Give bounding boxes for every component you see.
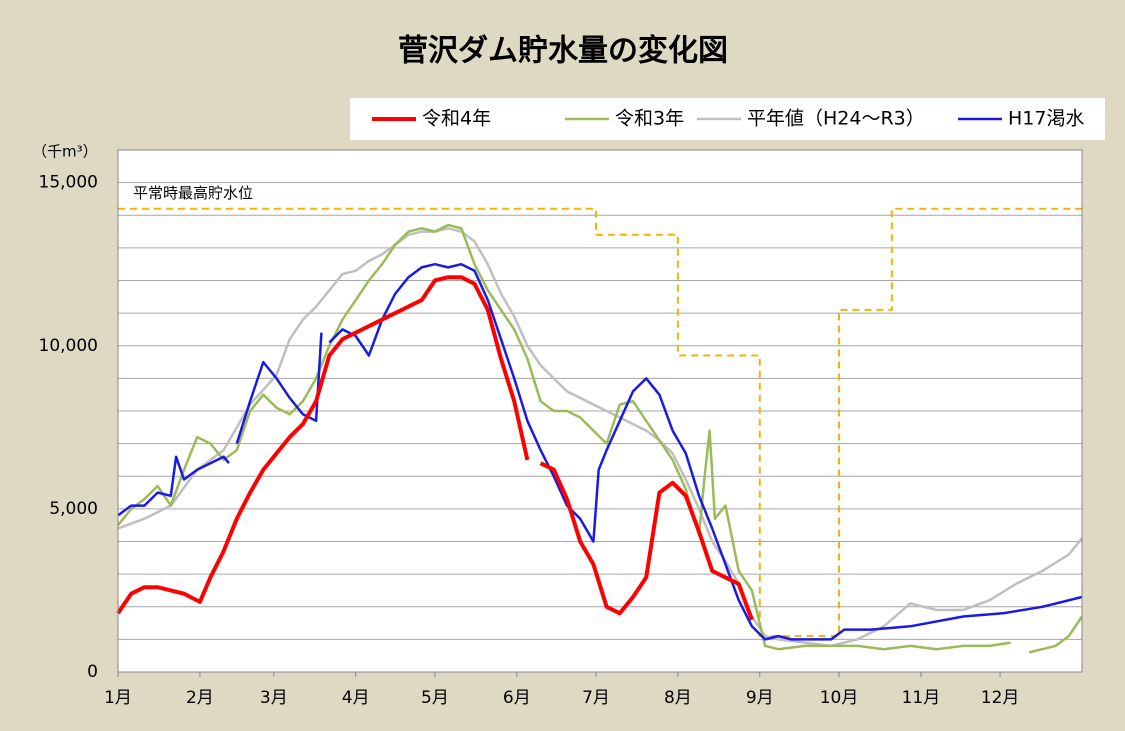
x-tick-label: 1月: [104, 688, 132, 708]
y-tick-label: 0: [87, 662, 98, 682]
x-tick-label: 3月: [260, 688, 288, 708]
legend-label: H17渇水: [1008, 108, 1084, 130]
legend-label: 令和4年: [422, 108, 491, 130]
series-line: [116, 275, 754, 621]
chart-title: 菅沢ダム貯水量の変化図: [398, 34, 728, 69]
legend: 令和4年 令和3年 平年値（H24～R3） H17渇水: [372, 108, 1084, 130]
grid: 0 5,000 10,000 15,000 1月 2月 3月 4月 5月 6月 7月 8月 9月 10月 1…: [39, 149, 1082, 708]
y-tick-label: 15,000: [39, 173, 98, 193]
x-tick-label: 5月: [421, 688, 449, 708]
y-unit: （千m³）: [32, 143, 98, 161]
x-tick-label: 4月: [342, 688, 370, 708]
x-tick-label: 6月: [503, 688, 531, 708]
legend-label: 平年値（H24～R3）: [747, 108, 925, 130]
x-tick-label: 7月: [582, 688, 610, 708]
x-tick-label: 2月: [186, 688, 214, 708]
y-tick-label: 5,000: [49, 499, 98, 519]
reference-line: [118, 207, 1082, 638]
x-tick-label: 11月: [902, 688, 941, 708]
x-tick-label: 12月: [981, 688, 1020, 708]
plot-frame: [117, 149, 1083, 673]
x-tick-label: 8月: [664, 688, 692, 708]
series-line: [117, 227, 1083, 648]
x-tick-label: 9月: [746, 688, 774, 708]
series-line: [117, 262, 1083, 641]
x-tick-label: 10月: [820, 688, 859, 708]
reference-label: 平常時最高貯水位: [133, 184, 253, 202]
legend-label: 令和3年: [615, 108, 684, 130]
lines: 平常時最高貯水位: [116, 184, 1084, 654]
y-tick-label: 10,000: [39, 336, 98, 356]
